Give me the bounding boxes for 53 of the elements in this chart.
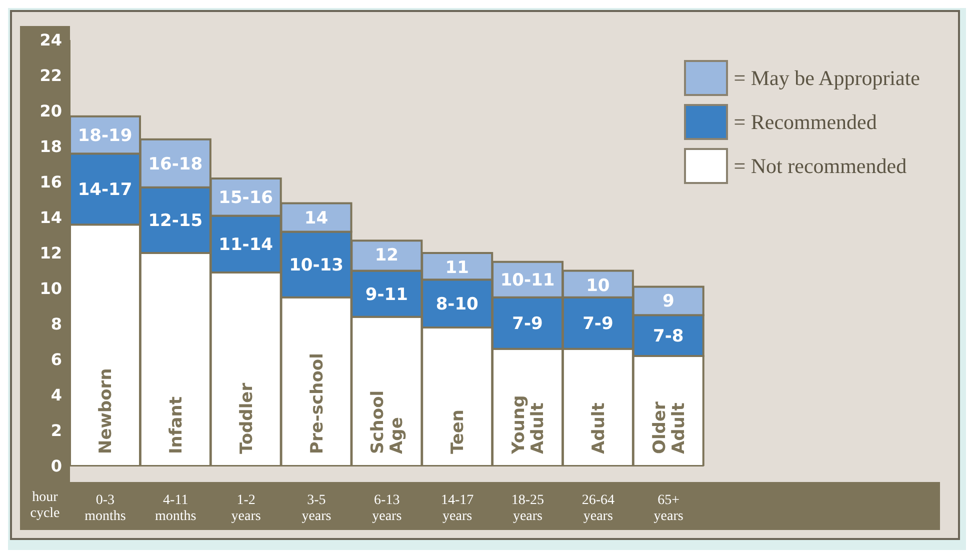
y-tick-label: 4 <box>50 386 62 405</box>
annotation: Toddler <box>236 382 257 454</box>
y-tick-label: 18 <box>40 137 62 156</box>
annotation: 14 <box>304 208 328 228</box>
data-label: 11-14 <box>218 235 274 256</box>
x-tick-label: 18-25 years <box>511 493 544 524</box>
annotation: Young Adult <box>509 395 548 455</box>
data-label: 15-16 <box>218 188 274 208</box>
data-label: 9-11 <box>365 284 408 305</box>
annotation: Infant <box>166 396 186 454</box>
y-tick-label: 6 <box>50 350 62 370</box>
legend-label: = Not recommended <box>734 154 907 178</box>
y-tick-label: 2 <box>50 421 62 440</box>
x-tick-label: 6-13 years <box>372 493 402 524</box>
y-tick-label: 24 <box>40 30 62 50</box>
x-tick-label: 4-11 months <box>155 493 196 524</box>
data-label: 10-11 <box>500 270 555 291</box>
x-tick-label: 3-5 years <box>302 493 332 524</box>
y-axis-title: hour cycle <box>29 490 61 522</box>
y-tick-label: 0 <box>50 456 62 476</box>
y-tick-label: 16 <box>40 172 62 192</box>
x-tick-label: 65+ years <box>654 493 684 524</box>
data-label: 7-9 <box>512 314 543 334</box>
data-label: 7-8 <box>653 326 684 347</box>
annotation: 9 <box>662 292 674 312</box>
data-label: 12-15 <box>148 211 203 232</box>
annotation: Teen <box>448 409 468 454</box>
x-tick-label: 14-17 years <box>440 493 474 524</box>
data-label: 8-10 <box>436 294 479 315</box>
annotation: Older Adult <box>650 401 689 454</box>
x-tick-label: 0-3 months <box>84 493 126 524</box>
annotation: 12 <box>374 246 399 266</box>
data-label: 10-13 <box>289 256 344 276</box>
annotation: Adult <box>588 402 609 454</box>
legend-label: = May be Appropriate <box>734 66 920 90</box>
data-label: 16-18 <box>148 154 203 174</box>
y-tick-label: 14 <box>40 208 62 228</box>
data-label: 7-9 <box>582 314 614 334</box>
annotation: Newborn <box>96 368 116 454</box>
y-tick-label: 22 <box>40 66 62 86</box>
annotation: Pre-school <box>307 353 328 454</box>
annotation: School Age <box>368 390 408 454</box>
y-tick-label: 10 <box>40 279 62 298</box>
y-tick-label: 8 <box>50 314 62 334</box>
annotation: 10 <box>586 276 610 296</box>
annotation: 11 <box>445 258 469 278</box>
legend-label: = Recommended <box>734 110 877 134</box>
y-tick-label: 20 <box>40 102 62 121</box>
y-tick-label: 12 <box>40 244 62 263</box>
data-label: 14-17 <box>78 180 132 200</box>
data-label: 18-19 <box>78 126 132 146</box>
x-tick-label: 26-64 years <box>582 493 614 524</box>
x-tick-label: 1-2 years <box>231 493 261 524</box>
